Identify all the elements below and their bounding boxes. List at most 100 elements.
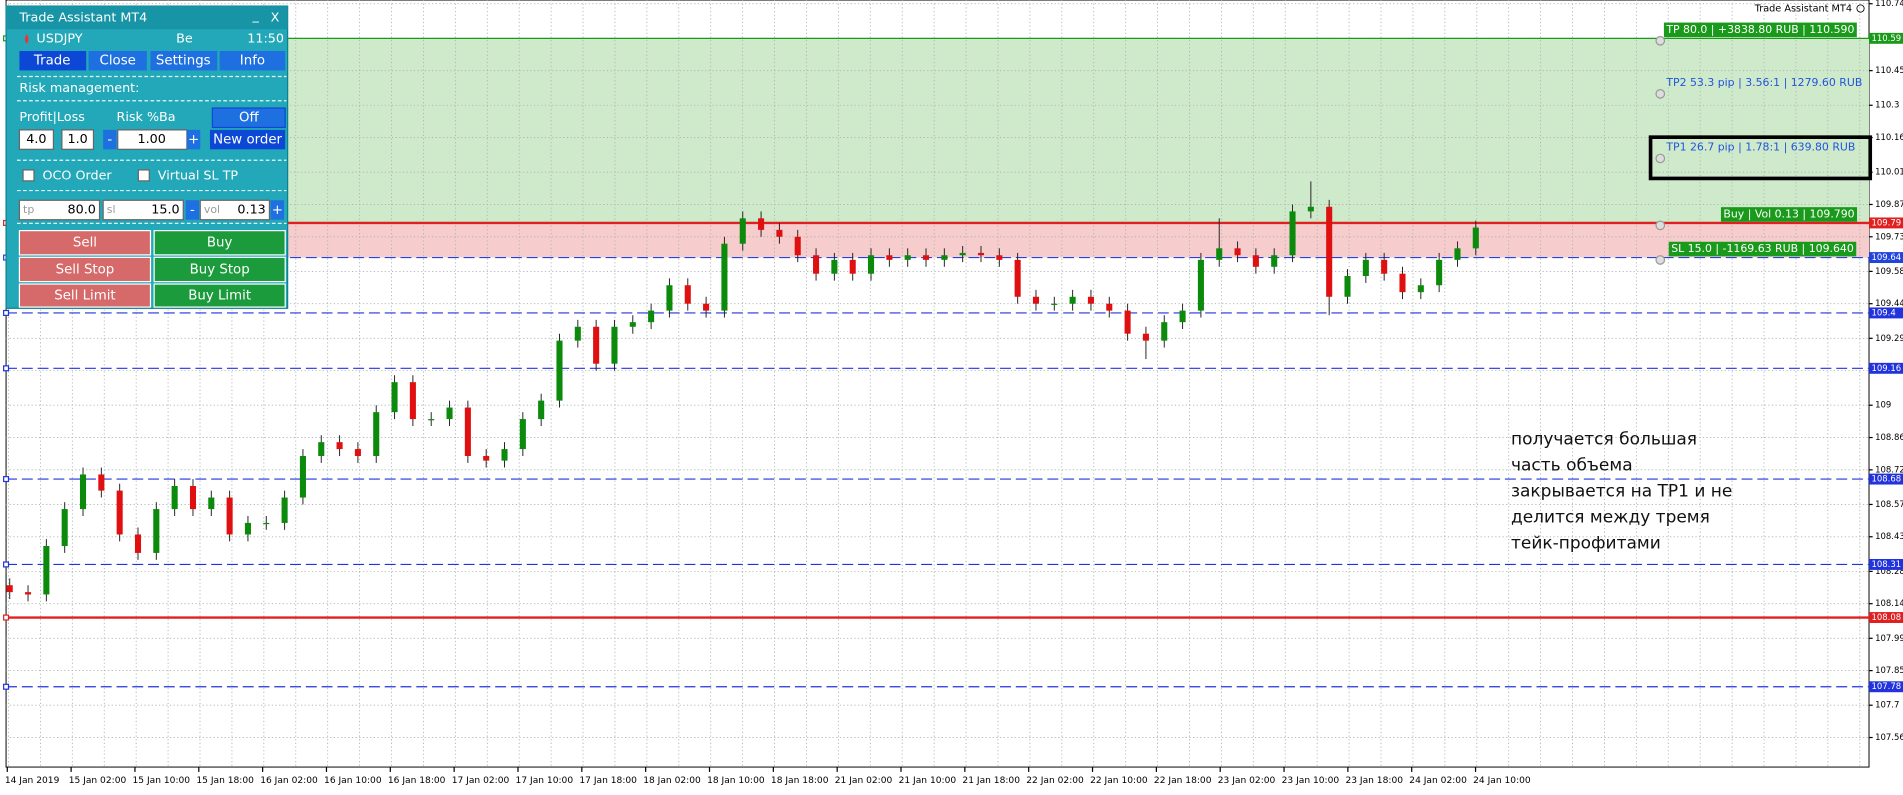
price-tag-label: 108.31 bbox=[1871, 560, 1901, 570]
x-tick-label: 17 Jan 10:00 bbox=[516, 776, 574, 786]
x-tick-label: 16 Jan 02:00 bbox=[260, 776, 318, 786]
candle-body bbox=[813, 255, 820, 274]
x-tick-label: 17 Jan 18:00 bbox=[579, 776, 637, 786]
x-tick-label: 23 Jan 18:00 bbox=[1345, 776, 1403, 786]
plus-label[interactable]: + bbox=[272, 203, 283, 218]
sl-hint: sl bbox=[107, 203, 116, 216]
sell-stop-button[interactable] bbox=[18, 256, 152, 283]
x-tick-label: 21 Jan 18:00 bbox=[962, 776, 1020, 786]
minimize-button[interactable]: _ bbox=[251, 8, 259, 23]
candle-body bbox=[116, 490, 123, 535]
y-tick-label: 107.7 bbox=[1875, 701, 1899, 711]
candle-body bbox=[483, 455, 490, 461]
watermark: Trade Assistant MT4 bbox=[1754, 4, 1852, 15]
risk-toggle-label[interactable]: Off bbox=[239, 111, 260, 126]
candle-body bbox=[739, 218, 746, 244]
profit-value[interactable]: 4.0 bbox=[26, 132, 46, 147]
tab[interactable] bbox=[219, 51, 286, 71]
candle-body bbox=[831, 259, 838, 274]
oco-label[interactable]: OCO Order bbox=[42, 169, 112, 184]
candle-body bbox=[79, 474, 87, 510]
new-order-label[interactable]: New order bbox=[213, 133, 282, 148]
sl-value[interactable]: 15.0 bbox=[151, 202, 179, 217]
virtual-label[interactable]: Virtual SL TP bbox=[158, 169, 239, 184]
y-tick-label: 108.14 bbox=[1875, 599, 1903, 609]
tp-value[interactable]: 80.0 bbox=[68, 202, 96, 217]
x-tick-label: 21 Jan 10:00 bbox=[899, 776, 957, 786]
close-button[interactable]: X bbox=[271, 11, 280, 26]
tab-label[interactable]: Close bbox=[100, 54, 136, 69]
candle-body bbox=[25, 592, 32, 595]
stop-loss-zone bbox=[6, 222, 1870, 258]
risk-toggle[interactable] bbox=[211, 107, 286, 129]
button-label[interactable]: Sell Stop bbox=[56, 262, 115, 277]
loss-value[interactable]: 1.0 bbox=[68, 132, 88, 147]
x-tick-label: 22 Jan 18:00 bbox=[1154, 776, 1212, 786]
candle-body bbox=[373, 412, 380, 456]
tab-label[interactable]: Settings bbox=[156, 54, 211, 69]
x-tick-label: 14 Jan 2019 bbox=[5, 776, 60, 786]
price-tag bbox=[1869, 558, 1903, 570]
vol-value[interactable]: 0.13 bbox=[237, 202, 265, 217]
candle-body bbox=[629, 322, 636, 327]
sl-input[interactable] bbox=[102, 199, 184, 221]
tab[interactable] bbox=[88, 51, 147, 71]
candle-body bbox=[1436, 259, 1443, 286]
candle-body bbox=[977, 252, 985, 256]
tab-label[interactable]: Info bbox=[240, 54, 265, 69]
price-tag bbox=[1869, 217, 1903, 229]
plus-button[interactable] bbox=[270, 200, 284, 220]
vol-input[interactable] bbox=[199, 199, 271, 221]
candle-body bbox=[556, 340, 563, 401]
x-tick-label: 17 Jan 02:00 bbox=[452, 776, 510, 786]
level-label-bg bbox=[1663, 22, 1857, 38]
checkbox[interactable] bbox=[22, 169, 35, 182]
checkbox[interactable] bbox=[137, 169, 150, 182]
plus-label[interactable]: + bbox=[188, 133, 199, 148]
buy-stop-button[interactable] bbox=[153, 256, 286, 283]
tab-label[interactable]: Trade bbox=[33, 54, 71, 69]
candle-body bbox=[171, 485, 178, 510]
minus-button[interactable] bbox=[185, 200, 200, 220]
minus-button[interactable] bbox=[103, 129, 117, 150]
button-label[interactable]: Buy Limit bbox=[188, 289, 251, 304]
x-tick-label: 24 Jan 10:00 bbox=[1473, 776, 1531, 786]
minus-label[interactable]: - bbox=[107, 133, 112, 148]
tab[interactable] bbox=[150, 51, 218, 71]
candle-body bbox=[1344, 276, 1351, 297]
buy-limit-button[interactable] bbox=[153, 283, 286, 308]
minus-label[interactable]: - bbox=[190, 203, 195, 218]
x-tick-label: 15 Jan 10:00 bbox=[133, 776, 191, 786]
button-label[interactable]: Sell bbox=[73, 236, 97, 251]
tp-input[interactable] bbox=[18, 199, 101, 221]
tab[interactable] bbox=[19, 51, 87, 71]
loss-input[interactable] bbox=[61, 129, 95, 150]
x-tick-label: 15 Jan 02:00 bbox=[69, 776, 127, 786]
candle-body bbox=[281, 497, 288, 523]
level-handle bbox=[3, 683, 10, 690]
button-label[interactable]: Buy bbox=[207, 236, 233, 251]
risk-label: Risk %Ba bbox=[117, 110, 176, 125]
x-tick-label: 24 Jan 02:00 bbox=[1409, 776, 1467, 786]
buy-button[interactable] bbox=[153, 230, 286, 256]
panel-titlebar bbox=[6, 6, 288, 30]
tp-hint: tp bbox=[23, 203, 34, 216]
level-label: Buy | Vol 0.13 | 109.790 bbox=[1723, 207, 1854, 220]
plus-button[interactable] bbox=[186, 129, 201, 150]
x-tick-label: 21 Jan 02:00 bbox=[835, 776, 893, 786]
candle-body bbox=[1106, 303, 1113, 311]
sell-button[interactable] bbox=[18, 230, 152, 256]
button-label[interactable]: Buy Stop bbox=[190, 262, 250, 277]
level-handle bbox=[3, 476, 10, 483]
sell-limit-button[interactable] bbox=[18, 283, 152, 308]
candle-body bbox=[134, 534, 142, 553]
candle-body bbox=[244, 522, 251, 535]
button-label[interactable]: Sell Limit bbox=[54, 289, 115, 304]
price-tag bbox=[1869, 612, 1903, 623]
profit-input[interactable] bbox=[18, 129, 55, 150]
level-handle bbox=[1655, 88, 1666, 99]
new-order-button[interactable] bbox=[209, 129, 286, 150]
candle-body bbox=[299, 455, 306, 498]
risk-value[interactable]: 1.00 bbox=[138, 132, 166, 147]
